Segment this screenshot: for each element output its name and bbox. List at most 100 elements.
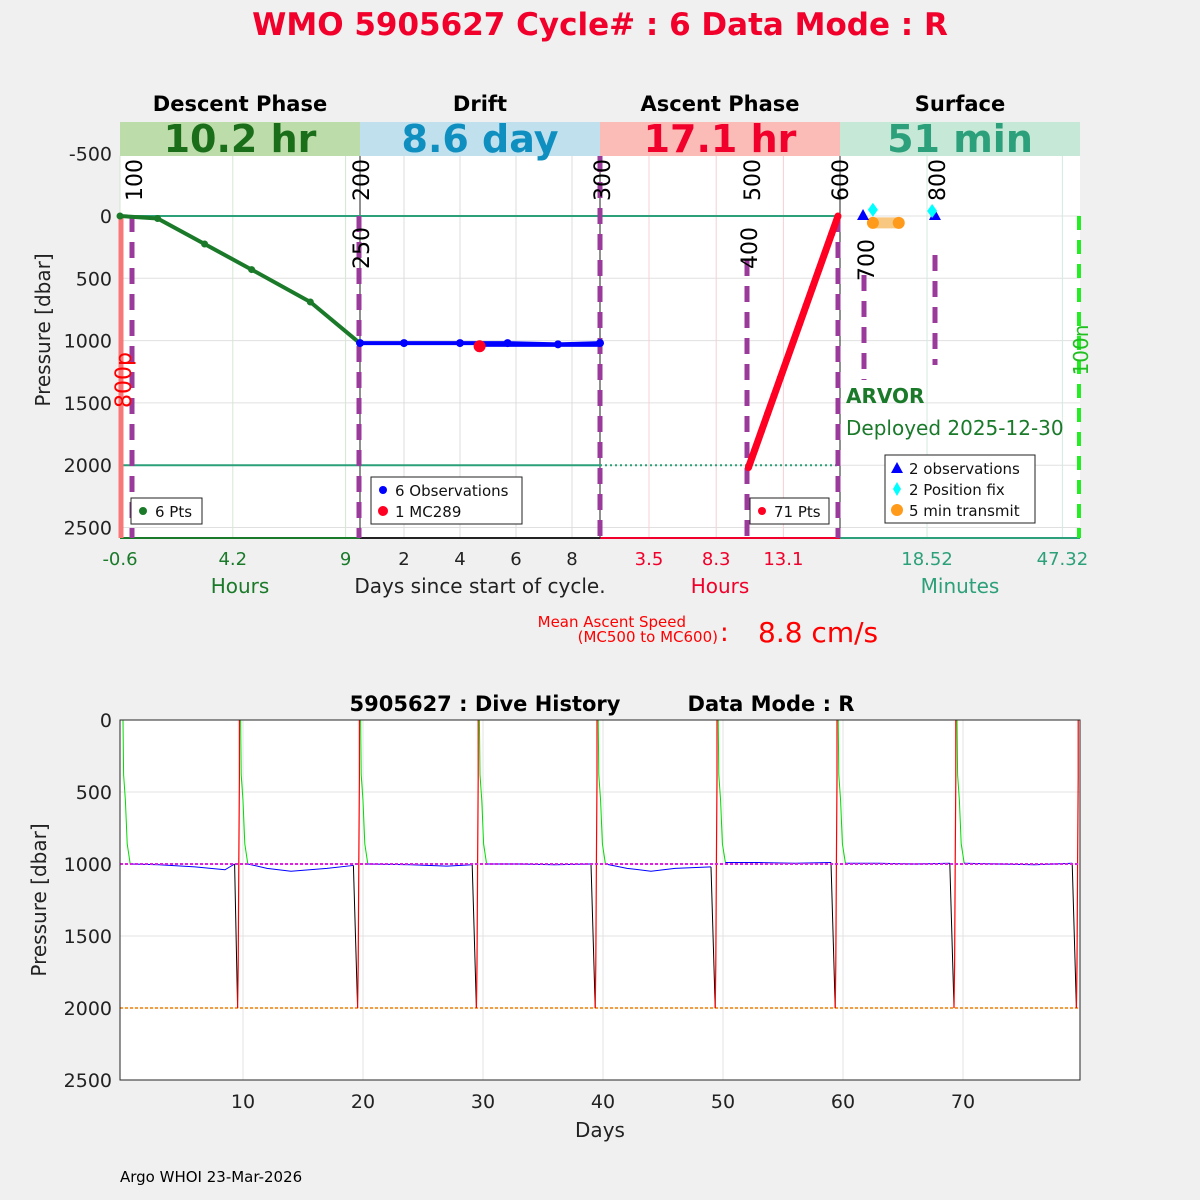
legend-entry: 2 observations: [909, 460, 1020, 478]
mission-code-label: 300: [591, 159, 616, 201]
descent-trace: [122, 719, 131, 865]
ascent-point: [821, 248, 829, 256]
dive-history-title-right: Data Mode : R: [688, 692, 855, 716]
legend-marker-icon: [891, 504, 903, 516]
x-unit-label: Hours: [691, 574, 750, 598]
ascent-point: [834, 212, 842, 220]
ascent-point: [751, 446, 759, 454]
mission-code-label: 600: [829, 159, 854, 201]
phase-duration: 17.1 hr: [644, 117, 797, 161]
mean-ascent-value: 8.8 cm/s: [758, 616, 878, 649]
mission-code-label: 200: [350, 159, 375, 201]
ascent-trace: [357, 720, 360, 1009]
y-tick-label: 2000: [64, 998, 112, 1020]
x-tick-label: 13.1: [763, 549, 803, 570]
ascent-point: [789, 338, 797, 346]
descent-trace: [478, 719, 488, 865]
phase-band: [360, 122, 600, 156]
ascent-trace: [237, 720, 240, 1009]
x-tick-label: 9: [340, 549, 351, 570]
ascent-point: [776, 374, 784, 382]
drift-trace: [605, 863, 712, 872]
y-tick-label: 1500: [64, 393, 112, 415]
deep-descent-trace: [234, 863, 239, 1009]
mission-code-label: 100: [123, 159, 148, 201]
cycle-profile-chart: 6 Pts 6 Observations 1 MC289 71 Pts 2 observ…: [31, 92, 1093, 649]
phase-title: Descent Phase: [153, 92, 327, 116]
y-axis-label: Pressure [dbar]: [27, 823, 51, 976]
y-tick-label: -500: [69, 144, 112, 166]
x-tick-label: 3.5: [635, 549, 664, 570]
mission-code-label: 250: [350, 227, 375, 269]
legend-triangle-icon: [891, 462, 903, 473]
y-tick-label: 0: [100, 710, 112, 732]
x-tick-label: 47.32: [1037, 549, 1089, 570]
mission-code-label: 500: [741, 159, 766, 201]
drift-observation-point: [554, 340, 562, 349]
x-tick-label: 8: [566, 549, 577, 570]
deep-descent-trace: [471, 864, 477, 1009]
legend-diamond-icon: [893, 482, 901, 496]
legend: 71 Pts: [749, 497, 830, 525]
legend-entry: 6 Observations: [395, 482, 509, 500]
figure-title: WMO 5905627 Cycle# : 6 Data Mode : R: [252, 7, 948, 43]
x-tick-label: 18.52: [901, 549, 953, 570]
legend-entry: 1 MC289: [395, 503, 461, 521]
position-fix-diamond: [867, 202, 878, 217]
deployed-date: Deployed 2025-12-30: [846, 416, 1064, 440]
x-axis-label: Days: [575, 1118, 625, 1142]
surface-observation-triangle: [857, 209, 870, 220]
footer-credit: Argo WHOI 23-Mar-2026: [120, 1168, 302, 1186]
x-unit-label: Hours: [211, 574, 270, 598]
x-tick-label: 60: [831, 1091, 855, 1113]
legend-entry: 6 Pts: [155, 503, 192, 521]
ascent-point: [802, 302, 810, 310]
y-tick-label: 2000: [64, 455, 112, 477]
x-tick-label: 4.2: [218, 549, 247, 570]
phase-band: [120, 122, 360, 156]
ascent-point: [828, 230, 836, 238]
x-tick-label: 2: [398, 549, 409, 570]
legend: 2 observations 2 Position fix 5 min transm…: [884, 454, 1036, 524]
mc289-point: [473, 340, 486, 353]
ascent-point: [808, 284, 816, 292]
x-tick-label: 10: [231, 1091, 255, 1113]
right-marker-label: 100n: [1069, 325, 1093, 376]
legend-marker-icon: [139, 507, 147, 515]
legend-box: [884, 454, 1036, 524]
x-tick-label: -0.6: [102, 549, 137, 570]
ascent-point: [770, 392, 778, 400]
descent-line: [119, 214, 361, 345]
x-tick-label: 40: [591, 1091, 615, 1113]
deep-descent-trace: [1071, 863, 1077, 1009]
deep-descent-trace: [590, 863, 596, 1009]
float-type: ARVOR: [846, 384, 924, 408]
ascent-point: [796, 320, 804, 328]
drift-trace: [725, 862, 832, 864]
ascent-point: [757, 428, 765, 436]
drift-trace: [367, 863, 473, 867]
deep-descent-trace: [710, 866, 716, 1009]
deep-descent-trace: [949, 863, 955, 1009]
y-tick-label: 0: [100, 206, 112, 228]
drift-observation-point: [356, 339, 365, 348]
ascent-point: [815, 266, 823, 274]
mean-ascent-label-1: Mean Ascent Speed: [538, 613, 686, 631]
ascent-point: [744, 464, 752, 472]
x-unit-label: Minutes: [921, 574, 1000, 598]
y-tick-label: 500: [76, 782, 112, 804]
descent-point: [248, 266, 256, 274]
y-tick-label: 1500: [64, 926, 112, 948]
legend-marker-icon: [379, 486, 387, 494]
deep-descent-trace: [352, 865, 359, 1009]
descent-trace: [240, 719, 249, 865]
descent-point: [116, 212, 124, 220]
transmit-point: [892, 216, 905, 229]
legend-entry: 5 min transmit: [909, 502, 1020, 520]
legend-entry: 2 Position fix: [909, 481, 1005, 499]
x-tick-label: 8.3: [702, 549, 731, 570]
y-tick-label: 1000: [64, 854, 112, 876]
y-tick-label: 2500: [64, 1070, 112, 1092]
legend: 6 Pts: [130, 497, 203, 525]
